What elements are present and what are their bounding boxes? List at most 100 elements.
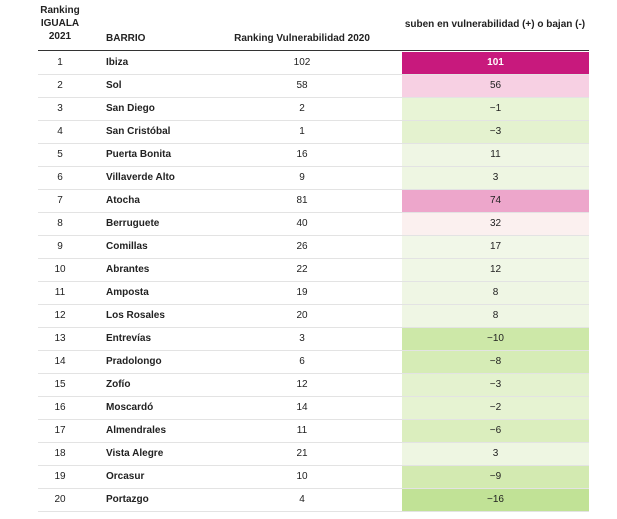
cell-change: 11: [402, 144, 589, 166]
cell-rank: 12: [54, 310, 66, 321]
cell-barrio: Pradolongo: [106, 356, 162, 367]
cell-barrio: Amposta: [106, 287, 149, 298]
row-separator: [38, 74, 589, 75]
cell-rank: 6: [57, 172, 63, 183]
row-separator: [38, 97, 589, 98]
cell-change: 12: [402, 259, 589, 281]
cell-change: 56: [402, 75, 589, 97]
cell-change: 8: [402, 282, 589, 304]
row-separator: [38, 511, 589, 512]
cell-change: 101: [402, 52, 589, 74]
cell-ranking-2020: 2: [299, 103, 305, 114]
cell-ranking-2020: 26: [296, 241, 308, 252]
cell-barrio: Zofío: [106, 379, 131, 390]
cell-change: −10: [402, 328, 589, 350]
row-separator: [38, 488, 589, 489]
cell-ranking-2020: 22: [296, 264, 308, 275]
cell-ranking-2020: 4: [299, 494, 305, 505]
table-row: 6 Villaverde Alto 9 3: [38, 167, 589, 190]
cell-barrio: Ibiza: [106, 57, 129, 68]
cell-barrio: Abrantes: [106, 264, 150, 275]
cell-rank: 14: [54, 356, 66, 367]
row-separator: [38, 350, 589, 351]
cell-ranking-2020: 10: [296, 471, 308, 482]
row-separator: [38, 235, 589, 236]
cell-change: 3: [402, 167, 589, 189]
cell-barrio: Portazgo: [106, 494, 149, 505]
cell-ranking-2020: 40: [296, 218, 308, 229]
cell-barrio: Entrevías: [106, 333, 152, 344]
cell-barrio: Puerta Bonita: [106, 149, 172, 160]
cell-ranking-2020: 6: [299, 356, 305, 367]
header-barrio: BARRIO: [106, 33, 146, 44]
row-separator: [38, 465, 589, 466]
cell-change: 3: [402, 443, 589, 465]
cell-ranking-2020: 102: [293, 57, 311, 68]
cell-rank: 17: [54, 425, 66, 436]
table-row: 9 Comillas 26 17: [38, 236, 589, 259]
row-separator: [38, 304, 589, 305]
cell-ranking-2020: 12: [296, 379, 308, 390]
cell-ranking-2020: 20: [296, 310, 308, 321]
cell-ranking-2020: 1: [299, 126, 305, 137]
row-separator: [38, 442, 589, 443]
cell-rank: 5: [57, 149, 63, 160]
table-row: 19 Orcasur 10 −9: [38, 466, 589, 489]
header-rank: Ranking IGUALA 2021: [40, 5, 80, 42]
cell-change: −3: [402, 121, 589, 143]
table-row: 2 Sol 58 56: [38, 75, 589, 98]
cell-ranking-2020: 21: [296, 448, 308, 459]
row-separator: [38, 419, 589, 420]
row-separator: [38, 373, 589, 374]
table-row: 12 Los Rosales 20 8: [38, 305, 589, 328]
cell-rank: 13: [54, 333, 66, 344]
cell-change: 8: [402, 305, 589, 327]
cell-change: −2: [402, 397, 589, 419]
cell-rank: 19: [54, 471, 66, 482]
table-row: 20 Portazgo 4 −16: [38, 489, 589, 512]
row-separator: [38, 212, 589, 213]
cell-rank: 8: [57, 218, 63, 229]
cell-barrio: Comillas: [106, 241, 148, 252]
cell-barrio: Orcasur: [106, 471, 145, 482]
table-row: 5 Puerta Bonita 16 11: [38, 144, 589, 167]
cell-barrio: Vista Alegre: [106, 448, 164, 459]
cell-barrio: Almendrales: [106, 425, 167, 436]
cell-rank: 4: [57, 126, 63, 137]
cell-barrio: Berruguete: [106, 218, 160, 229]
cell-rank: 1: [57, 57, 63, 68]
table-row: 15 Zofío 12 −3: [38, 374, 589, 397]
cell-ranking-2020: 16: [296, 149, 308, 160]
table-row: 16 Moscardó 14 −2: [38, 397, 589, 420]
cell-change: 32: [402, 213, 589, 235]
cell-ranking-2020: 9: [299, 172, 305, 183]
cell-change: 17: [402, 236, 589, 258]
table-row: 11 Amposta 19 8: [38, 282, 589, 305]
table-row: 14 Pradolongo 6 −8: [38, 351, 589, 374]
row-separator: [38, 258, 589, 259]
row-separator: [38, 166, 589, 167]
cell-rank: 20: [54, 494, 66, 505]
cell-ranking-2020: 3: [299, 333, 305, 344]
cell-change: −1: [402, 98, 589, 120]
cell-rank: 9: [57, 241, 63, 252]
cell-rank: 10: [54, 264, 66, 275]
cell-ranking-2020: 81: [296, 195, 308, 206]
cell-barrio: Sol: [106, 80, 122, 91]
cell-rank: 11: [54, 287, 66, 298]
table-row: 4 San Cristóbal 1 −3: [38, 121, 589, 144]
cell-rank: 15: [54, 379, 66, 390]
cell-rank: 3: [57, 103, 63, 114]
row-separator: [38, 396, 589, 397]
table-row: 3 San Diego 2 −1: [38, 98, 589, 121]
table-row: 17 Almendrales 11 −6: [38, 420, 589, 443]
cell-ranking-2020: 11: [296, 425, 308, 436]
table-row: 8 Berruguete 40 32: [38, 213, 589, 236]
cell-barrio: San Cristóbal: [106, 126, 171, 137]
row-separator: [38, 120, 589, 121]
header-divider: [38, 50, 589, 51]
cell-barrio: Atocha: [106, 195, 140, 206]
cell-change: −6: [402, 420, 589, 442]
cell-barrio: Villaverde Alto: [106, 172, 175, 183]
